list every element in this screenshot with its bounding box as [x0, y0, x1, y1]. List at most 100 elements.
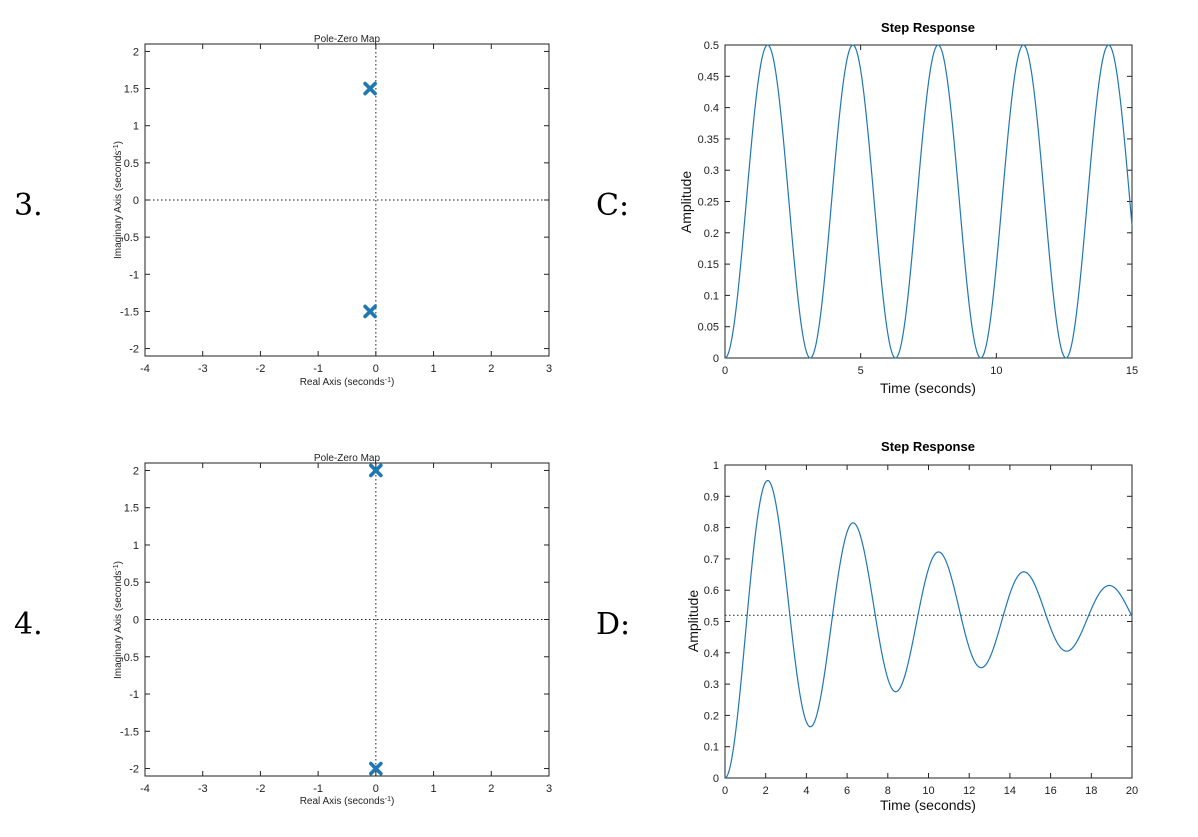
- pz3-title: Pole-Zero Map: [314, 34, 381, 45]
- pz4-grid: -4 -3 -2 -1 0 1 2 3 -2 -1.5 -1 -0.5 0 0.5 1 1.5 2: [120, 463, 552, 795]
- pole-zero-map-3: Pole-Zero Map -4 -3 -2 -1 0 1 2 3 -2 -1.5 -1 -0.5 0 0…: [113, 34, 553, 388]
- stepC-ylabel: Amplitude: [678, 171, 694, 233]
- pz3-xtick-label-2: -2: [256, 363, 266, 375]
- pz3-pole-0-stroke-b: [363, 81, 377, 96]
- stepC-xtick-label-1: 5: [858, 365, 864, 377]
- stepD-xtick-label-10: 20: [1126, 785, 1138, 797]
- pz3-ytick-label-6: 1: [133, 121, 139, 133]
- pz3-xtick-label-0: -4: [140, 363, 150, 375]
- stepD-title: Step Response: [881, 439, 975, 454]
- pz4-ytick-label-8: 2: [133, 465, 139, 477]
- stepC-ytick-label-5: 0.25: [698, 197, 719, 209]
- stepD-xtick-label-4: 8: [885, 785, 891, 797]
- step-response-c: Step Response 0 5 10 1500.050.10.150.20.250…: [678, 20, 1138, 396]
- pz4-ytick-label-3: -0.5: [120, 652, 139, 664]
- stepD-xlabel: Time (seconds): [880, 797, 976, 813]
- stepC-series-line: [724, 44, 1133, 359]
- stepD-ytick-label-1: 0.1: [704, 742, 719, 754]
- pz3-ytick-label-3: -0.5: [120, 232, 139, 244]
- pz4-xtick-label-5: 1: [431, 783, 437, 795]
- stepD-xtick-label-3: 6: [844, 785, 850, 797]
- pz4-xlabel: Real Axis (seconds-1): [300, 796, 395, 808]
- pz4-xtick-label-6: 2: [488, 783, 494, 795]
- stepD-series-line: [724, 479, 1133, 779]
- pz3-ytick-label-1: -1.5: [120, 306, 139, 318]
- pz3-axes-box: [144, 43, 550, 357]
- pz3-xtick-label-7: 3: [546, 363, 552, 375]
- stepC-ytick-label-6: 0.3: [704, 165, 719, 177]
- pz4-title: Pole-Zero Map: [314, 453, 381, 464]
- pz4-ylabel: Imaginary Axis (seconds-1): [113, 561, 125, 679]
- pz4-marks: [369, 463, 383, 776]
- stepC-grid: 0 5 10 15 0 0.05 0.1 0.15 0.2 0.25 0.3 0.35 0.4 0.45 0…: [698, 40, 1139, 377]
- stepC-xlabel: Time (seconds): [880, 380, 976, 396]
- stepC-ytick-label-9: 0.45: [698, 71, 719, 83]
- pz3-ytick-label-0: -2: [129, 344, 139, 356]
- stepC-ytick-label-10: 0.5: [704, 40, 719, 52]
- stepC-ytick-label-2: 0.1: [704, 290, 719, 302]
- stepC-xtick-label-2: 10: [990, 365, 1002, 377]
- stepD-xtick-label-0: 0: [722, 785, 728, 797]
- stepD-xtick-label-2: 4: [803, 785, 809, 797]
- stepD-xtick-label-9: 18: [1085, 785, 1097, 797]
- stepC-ytick-label-4: 0.2: [704, 228, 719, 240]
- stepD-ytick-label-2: 0.2: [704, 710, 719, 722]
- stepD-ytick-label-7: 0.7: [704, 554, 719, 566]
- pz4-xtick-label-0: -4: [140, 783, 150, 795]
- pz4-xtick-label-2: -2: [256, 783, 266, 795]
- pz3-grid: -4 -3 -2 -1 0 1 2 3 -2 -1.5 -1 -0.5 0 0.5 1 1.5 2: [120, 44, 552, 375]
- stepD-xtick-label-6: 12: [963, 785, 975, 797]
- row-label-4: 4.: [14, 607, 43, 642]
- pz3-ytick-label-7: 1.5: [124, 84, 139, 96]
- pz3-marks: [363, 81, 377, 319]
- pole-zero-map-4: Pole-Zero Map -4 -3 -2 -1 0 1 2 3 -2 -1.5 -1 -0.5 0 0…: [113, 453, 553, 807]
- pz3-xtick-label-4: 0: [373, 363, 379, 375]
- stepD-ytick-label-4: 0.4: [704, 648, 719, 660]
- stepC-xtick-label-3: 15: [1126, 365, 1138, 377]
- pz4-pole-1-stroke-b: [369, 761, 383, 776]
- pz4-xtick-label-4: 0: [373, 783, 379, 795]
- pz3-ytick-label-2: -1: [129, 269, 139, 281]
- pz3-pole-1-stroke-b: [363, 304, 377, 319]
- stepD-ytick-label-0: 0: [713, 773, 719, 785]
- stepD-ytick-label-8: 0.8: [704, 523, 719, 535]
- stepC-ytick-label-1: 0.05: [698, 322, 719, 334]
- stepD-xtick-label-8: 16: [1044, 785, 1056, 797]
- stepD-xtick-label-5: 10: [922, 785, 934, 797]
- pz3-xtick-label-3: -1: [313, 363, 323, 375]
- pz3-ylabel: Imaginary Axis (seconds-1): [113, 141, 125, 259]
- pz3-pole-0: [363, 81, 377, 96]
- pz4-pole-0-stroke-b: [369, 463, 383, 478]
- pz3-pole-1: [363, 304, 377, 319]
- stepD-ytick-label-9: 0.9: [704, 491, 719, 503]
- stepD-ytick-label-10: 1: [713, 460, 719, 472]
- row-label-c: C:: [596, 188, 629, 223]
- stepC-ytick-label-7: 0.35: [698, 134, 719, 146]
- row-label-d: D:: [596, 607, 630, 642]
- pz4-ytick-label-2: -1: [129, 689, 139, 701]
- stepD-xtick-label-7: 14: [1004, 785, 1016, 797]
- stepD-grid: 0 2 4 6 8 10 12 14 16 18 20 0 0.1 0.2 0.3 0.4 0.5 0.6 0.7 0…: [704, 460, 1138, 797]
- pz4-pole-1: [369, 761, 383, 776]
- row-label-3: 3.: [14, 188, 43, 223]
- stepD-marks: [724, 479, 1133, 779]
- pz4-ytick-label-0: -2: [129, 764, 139, 776]
- pz4-pole-0: [369, 463, 383, 478]
- stepC-xtick-label-0: 0: [722, 365, 728, 377]
- stepC-ytick-label-8: 0.4: [704, 103, 719, 115]
- pz3-xtick-label-1: -3: [198, 363, 208, 375]
- stepD-axes-box: [724, 464, 1133, 779]
- pz4-axes-box: [144, 462, 550, 777]
- pz3-ytick-label-5: 0.5: [124, 158, 139, 170]
- pz4-xtick-label-3: -1: [313, 783, 323, 795]
- stepC-axes-box: [724, 44, 1133, 359]
- step-response-d: Step Response 0 2 4 6 8 10 12 14 16 18 20 0 0.1 0.2 0.…: [685, 439, 1138, 813]
- stepC-title: Step Response: [881, 20, 975, 35]
- stepC-ytick-label-3: 0.15: [698, 259, 719, 271]
- pz4-ytick-label-1: -1.5: [120, 726, 139, 738]
- pz4-ytick-label-5: 0.5: [124, 577, 139, 589]
- pz4-ytick-label-7: 1.5: [124, 503, 139, 515]
- stepC-ytick-label-0: 0: [713, 353, 719, 365]
- stepD-ylabel: Amplitude: [685, 590, 701, 652]
